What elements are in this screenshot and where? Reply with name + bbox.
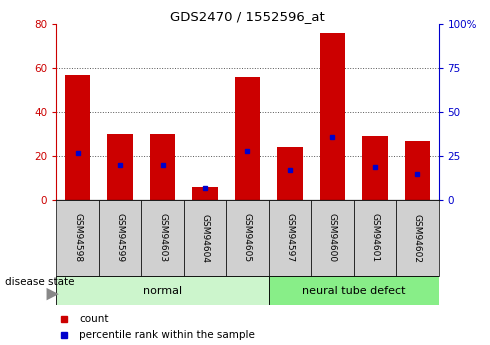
- Bar: [107, 134, 133, 200]
- Bar: [184, 200, 226, 276]
- Bar: [405, 141, 430, 200]
- Bar: [56, 200, 99, 276]
- Text: GSM94599: GSM94599: [116, 214, 124, 263]
- Text: GSM94605: GSM94605: [243, 214, 252, 263]
- Bar: [269, 200, 311, 276]
- Bar: [65, 75, 90, 200]
- Text: normal: normal: [143, 286, 182, 296]
- Text: GSM94598: GSM94598: [73, 214, 82, 263]
- Text: GSM94602: GSM94602: [413, 214, 422, 263]
- Text: neural tube defect: neural tube defect: [302, 286, 405, 296]
- Text: GSM94604: GSM94604: [200, 214, 210, 263]
- Text: count: count: [79, 314, 109, 324]
- Bar: [311, 200, 354, 276]
- Text: percentile rank within the sample: percentile rank within the sample: [79, 330, 255, 340]
- Bar: [226, 200, 269, 276]
- Title: GDS2470 / 1552596_at: GDS2470 / 1552596_at: [170, 10, 325, 23]
- Bar: [396, 200, 439, 276]
- Bar: [277, 147, 303, 200]
- Bar: [269, 276, 439, 305]
- Bar: [150, 134, 175, 200]
- Bar: [141, 200, 184, 276]
- Bar: [235, 77, 260, 200]
- Text: GSM94600: GSM94600: [328, 214, 337, 263]
- Bar: [99, 200, 141, 276]
- Text: disease state: disease state: [5, 277, 74, 287]
- Bar: [56, 276, 269, 305]
- Bar: [354, 200, 396, 276]
- Bar: [192, 187, 218, 200]
- Text: GSM94603: GSM94603: [158, 214, 167, 263]
- Text: GSM94601: GSM94601: [370, 214, 379, 263]
- Text: GSM94597: GSM94597: [285, 214, 294, 263]
- Bar: [362, 136, 388, 200]
- Bar: [319, 33, 345, 200]
